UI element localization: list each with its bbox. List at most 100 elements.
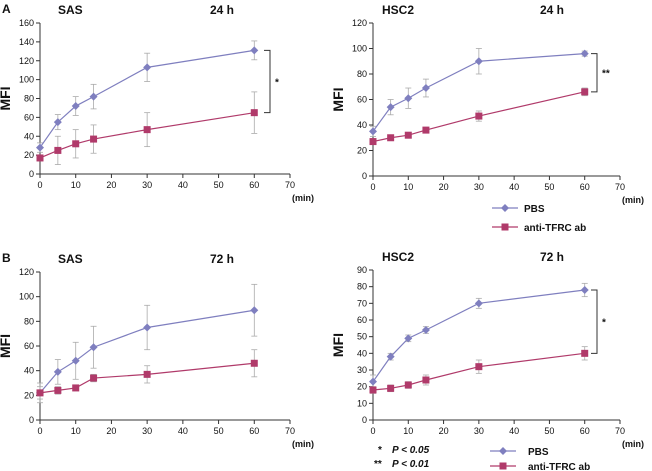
series-1	[36, 349, 258, 400]
x-tick-label: 20	[106, 426, 116, 436]
x-tick-label: 0	[37, 426, 42, 436]
x-tick-label: 50	[544, 426, 554, 436]
data-point	[386, 103, 395, 112]
data-point	[386, 352, 395, 361]
significance-bracket	[591, 53, 598, 93]
y-tick-label: 120	[352, 18, 367, 28]
x-tick-label: 0	[370, 426, 375, 436]
y-tick-label: 100	[19, 292, 34, 302]
significance-key: * P < 0.05 ** P < 0.01	[374, 445, 430, 470]
legend-bottom-pbs-marker	[499, 447, 507, 455]
x-tick-label: 70	[285, 180, 295, 190]
x-tick-label: 50	[544, 182, 554, 192]
significance-marker: **	[602, 69, 610, 80]
legend-top: PBS anti-TFRC ab	[492, 204, 586, 234]
chart-time-label: 72 h	[210, 252, 234, 266]
y-tick-label: 20	[24, 150, 34, 160]
x-tick-label: 30	[142, 180, 152, 190]
y-tick-label: 100	[352, 44, 367, 54]
x-tick-label: 10	[403, 426, 413, 436]
x-tick-label: 60	[580, 426, 590, 436]
legend-top-pbs-label: PBS	[524, 204, 545, 215]
data-point	[369, 377, 377, 386]
data-point	[36, 143, 44, 152]
y-axis-label: MFI	[0, 86, 13, 110]
chart-title: SAS	[58, 3, 83, 17]
chart-3: HSC2 72 h 0 10 20 30 40 50 60 70 80 90 0 10 20 30 40 50 60…	[330, 250, 644, 449]
y-tick-label: 60	[357, 315, 367, 325]
series-line	[39, 309, 255, 394]
y-tick-label: 80	[357, 282, 367, 292]
data-point	[72, 140, 80, 148]
legend-bottom-anti-label: anti-TFRC ab	[528, 462, 590, 471]
y-tick-label: 40	[357, 348, 367, 358]
significance-bracket	[264, 49, 271, 114]
sig-key-stars-2: **	[374, 459, 382, 470]
data-point	[89, 343, 98, 352]
x-tick-label: 20	[439, 182, 449, 192]
x-tick-label: 30	[142, 426, 152, 436]
y-tick-label: 20	[357, 382, 367, 392]
legend-top-anti-label: anti-TFRC ab	[524, 223, 586, 234]
x-tick-label: 30	[474, 426, 484, 436]
series-line	[39, 49, 255, 148]
y-tick-label: 10	[357, 398, 367, 408]
data-point	[250, 46, 259, 55]
data-point	[143, 126, 151, 134]
chart-title: SAS	[58, 252, 83, 266]
x-tick-label: 40	[509, 426, 519, 436]
data-point	[580, 49, 589, 58]
x-tick-label: 70	[285, 426, 295, 436]
series-0	[369, 282, 589, 389]
y-tick-label: 0	[362, 171, 367, 181]
y-tick-label: 50	[357, 332, 367, 342]
y-tick-label: 0	[29, 415, 34, 425]
y-axis-label: MFI	[330, 87, 346, 111]
data-point	[71, 356, 80, 365]
y-tick-label: 90	[357, 265, 367, 275]
chart-0: SAS 24 h 0 20 40 60 80 100 120 140 160 0 10 20 30 40 50 6…	[0, 3, 314, 203]
data-point	[581, 349, 589, 357]
x-tick-label: 50	[214, 180, 224, 190]
y-tick-label: 140	[19, 37, 34, 47]
data-point	[250, 109, 258, 117]
data-point	[369, 138, 377, 146]
data-point	[53, 118, 62, 127]
significance-marker: *	[275, 78, 279, 89]
y-tick-label: 120	[19, 267, 34, 277]
x-tick-label: 60	[249, 426, 259, 436]
sig-key-label-2: P < 0.01	[392, 459, 430, 470]
legend-bottom-anti-marker	[499, 462, 507, 470]
series-0	[369, 48, 589, 137]
y-tick-label: 80	[24, 316, 34, 326]
data-point	[36, 389, 44, 397]
x-tick-label: 40	[178, 426, 188, 436]
y-tick-label: 80	[357, 69, 367, 79]
chart-time-label: 72 h	[540, 250, 564, 264]
y-axis-label: MFI	[330, 333, 346, 357]
legend-bottom: PBS anti-TFRC ab	[490, 447, 590, 471]
y-tick-label: 20	[24, 390, 34, 400]
x-tick-label: 30	[474, 182, 484, 192]
x-tick-label: 20	[106, 180, 116, 190]
y-tick-label: 160	[19, 18, 34, 28]
x-tick-label: 0	[370, 182, 375, 192]
chart-time-label: 24 h	[210, 3, 234, 17]
data-point	[143, 323, 152, 332]
data-point	[72, 384, 80, 392]
chart-title: HSC2	[382, 3, 414, 17]
sig-key-label-1: P < 0.05	[392, 445, 430, 456]
series-1	[369, 87, 589, 146]
x-tick-label: 20	[439, 426, 449, 436]
data-point	[404, 381, 412, 389]
x-tick-label: 60	[249, 180, 259, 190]
chart-2: SAS 72 h 0 20 40 60 80 100 120 0 10 20 30 40 50 60 70 (mi…	[0, 252, 314, 449]
legend-top-anti-marker	[501, 223, 509, 231]
legend-top-pbs-marker	[501, 204, 509, 212]
x-tick-label: 40	[509, 182, 519, 192]
data-point	[54, 146, 62, 154]
y-tick-label: 60	[24, 112, 34, 122]
y-tick-label: 80	[24, 94, 34, 104]
y-tick-label: 120	[19, 56, 34, 66]
